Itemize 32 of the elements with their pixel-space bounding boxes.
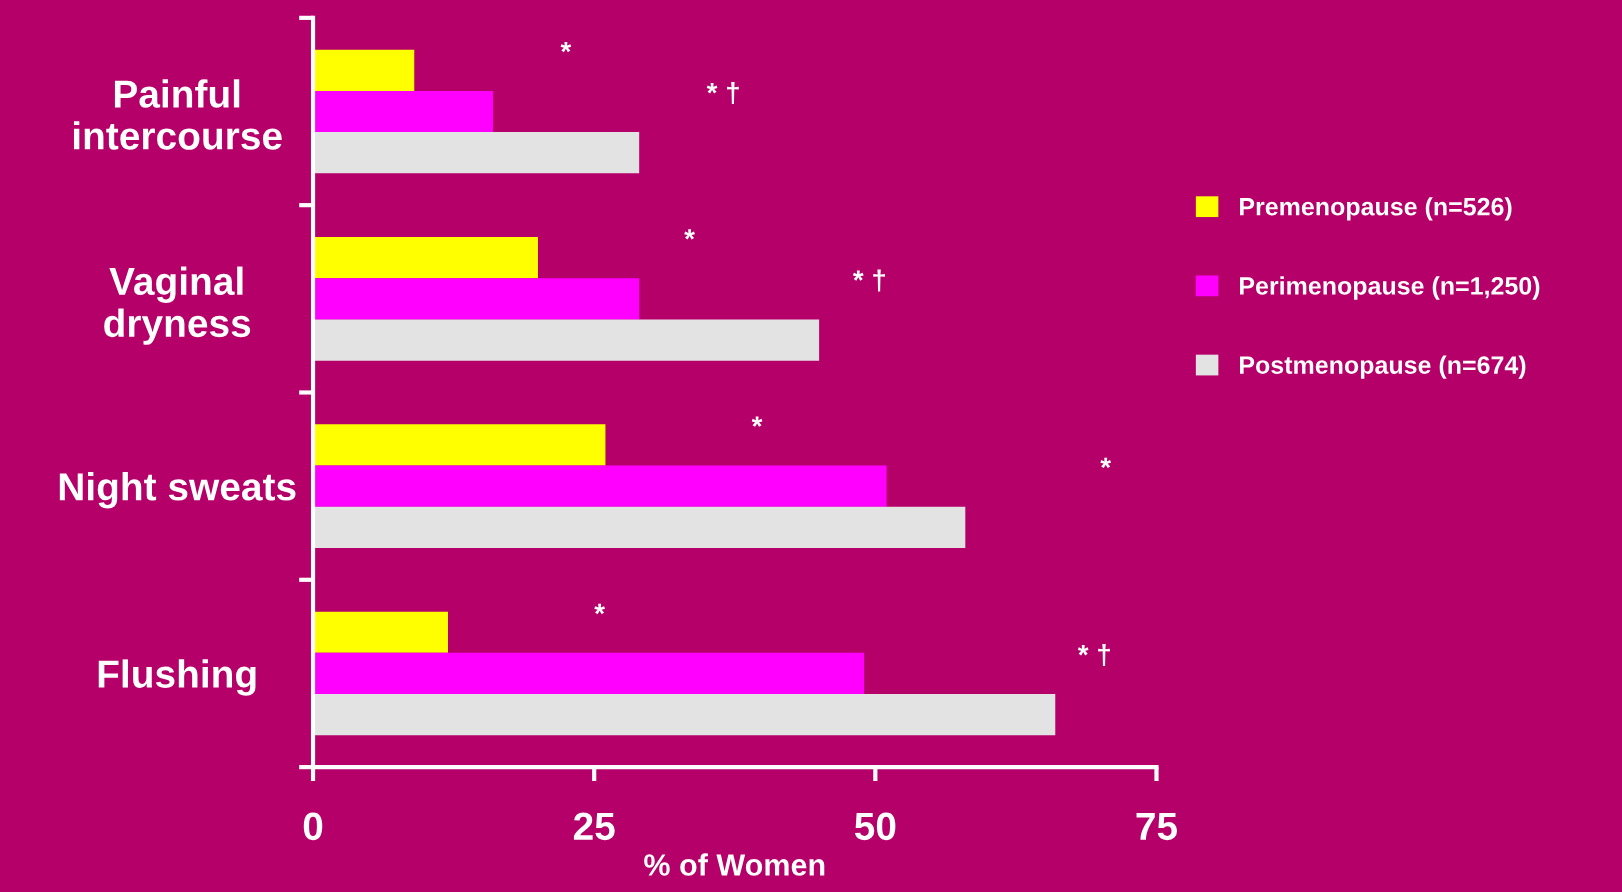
x-axis-title: % of Women [644,853,825,876]
legend-label: Premenopause (n=526) [1240,197,1512,221]
bar [313,652,865,695]
x-tick-label: 50 [854,812,896,841]
y-tick-label: Vaginal dryness [104,266,251,345]
bar [313,237,538,279]
bar [313,278,640,320]
annotation: * [684,229,695,240]
x-tick-label: 25 [573,812,615,841]
bar [313,90,493,133]
bar [313,694,1056,736]
x-tick-label: 0 [303,812,323,841]
x-tick-label: 75 [1136,812,1178,841]
legend-label: Postmenopause (n=674) [1240,355,1526,379]
annotation: * [751,416,763,427]
bar [313,132,640,174]
annotation: * [594,603,605,615]
bar [313,319,820,361]
bar [313,424,606,466]
bar [313,465,887,507]
annotation: * [560,41,572,53]
annotation: * [1100,457,1112,469]
legend-label: Perimenopause (n=1,250) [1240,276,1540,300]
y-tick-label: Night sweats [59,472,296,509]
bar [313,49,415,91]
bar [313,611,448,653]
annotation: * † [1077,644,1110,667]
annotation: * † [852,269,885,292]
y-tick-label: Flushing [98,659,256,696]
y-tick-label: Painful intercourse [73,79,282,150]
bar [313,506,966,548]
annotation: * † [706,82,739,105]
